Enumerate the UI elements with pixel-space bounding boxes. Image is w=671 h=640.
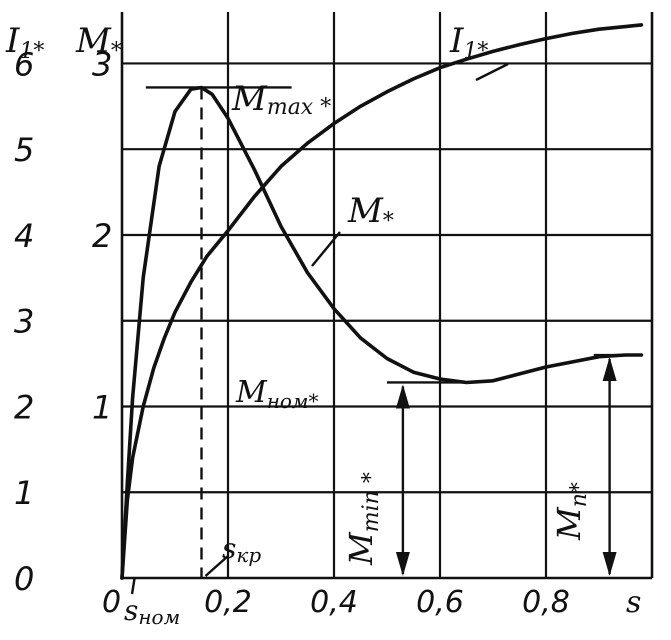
y-axis-label-torque: M* — [75, 21, 122, 64]
y-tick-torque-1: 2 — [92, 217, 112, 255]
torque-label-leader — [311, 231, 341, 267]
label-current-curve: I1* — [449, 21, 488, 64]
grid-lines — [122, 12, 652, 578]
current-curve — [120, 23, 644, 580]
label-s-kr: sкр — [222, 532, 261, 567]
y-tick-current-0: 0 — [14, 560, 34, 598]
x-tick-3: 0,6 — [416, 585, 464, 620]
m-min-arrowhead-bottom — [395, 552, 410, 576]
y-tick-current-2: 2 — [14, 388, 34, 426]
s-kr-leader — [204, 555, 229, 577]
y-tick-torque-2: 3 — [92, 45, 112, 83]
y-axis-label-current: I1* — [5, 21, 44, 64]
x-tick-4: 0,8 — [522, 585, 570, 620]
tick-labels: 0 1 2 3 4 5 6 1 2 3 0 0,2 0,4 0,6 0,8 — [14, 45, 570, 620]
y-tick-current-6: 6 — [14, 45, 34, 83]
y-tick-current-5: 5 — [14, 131, 34, 169]
label-s-nom: sном — [124, 594, 180, 629]
y-tick-current-1: 1 — [14, 474, 34, 512]
label-x-axis: s — [626, 585, 641, 620]
label-m-min: Mmin * — [342, 472, 384, 566]
label-m-max: Mmax * — [231, 79, 331, 120]
label-m-p: Mп* — [550, 482, 592, 541]
y-tick-torque-0: 1 — [92, 388, 112, 426]
x-tick-2: 0,4 — [310, 585, 358, 620]
m-p-arrowhead-bottom — [602, 552, 617, 576]
annotation-lines — [130, 62, 642, 595]
x-tick-1: 0,2 — [204, 585, 252, 620]
plot-frame — [120, 12, 654, 580]
label-torque-curve: M* — [347, 191, 394, 234]
current-label-leader — [475, 62, 509, 82]
curves — [120, 23, 644, 580]
label-m-nom: Mном* — [235, 375, 319, 413]
m-p-arrowhead-top — [602, 357, 617, 382]
y-tick-current-4: 4 — [14, 217, 34, 255]
x-tick-0: 0 — [102, 585, 121, 620]
y-tick-current-3: 3 — [14, 303, 34, 341]
s-nom-leader — [130, 577, 136, 595]
m-min-arrowhead-top — [395, 384, 410, 409]
torque-curve — [120, 85, 644, 580]
